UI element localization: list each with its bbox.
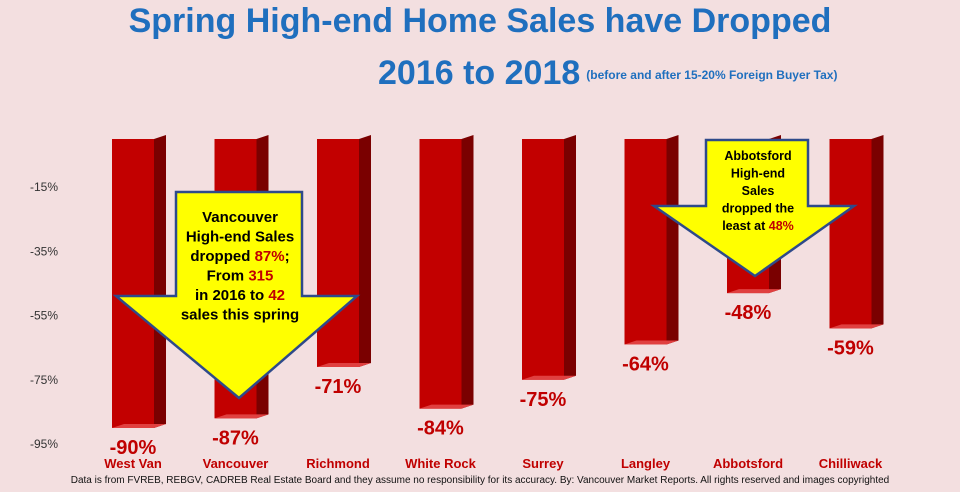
callout-text-line: Sales <box>742 184 775 198</box>
bar-bottom <box>829 324 884 329</box>
y-tick-label: -75% <box>30 373 58 387</box>
data-label: -75% <box>520 389 567 411</box>
bar-side <box>666 135 679 345</box>
bar <box>522 135 576 380</box>
callout-abbotsford: Abbotsford High-end Sales dropped the least … <box>650 138 858 278</box>
bar-front <box>829 139 872 329</box>
callout-arrow <box>650 138 858 278</box>
y-tick-label: -35% <box>30 244 58 258</box>
callout-arrow <box>112 190 361 400</box>
category-label: Vancouver <box>203 456 269 471</box>
callout-text-line: From 315 <box>207 268 274 285</box>
bar-bottom <box>727 289 781 294</box>
bar-side <box>871 135 884 329</box>
bar-side <box>461 135 474 409</box>
category-label: Surrey <box>522 456 564 471</box>
subtitle-years: 2016 to 2018 <box>378 54 581 92</box>
callout-vancouver: Vancouver High-end Sales dropped 87%; From … <box>112 190 361 400</box>
bar-bottom <box>522 375 576 380</box>
data-label: -48% <box>725 302 772 324</box>
callout-text-line: Vancouver <box>202 209 278 226</box>
footer-credit: Data is from FVREB, REBGV, CADREB Real E… <box>70 475 890 486</box>
data-label: -84% <box>417 418 464 440</box>
callout-text-line: sales this spring <box>181 307 299 324</box>
y-tick-label: -55% <box>30 309 58 323</box>
bar-bottom <box>112 423 166 428</box>
bar-front <box>624 139 667 345</box>
bar-front <box>419 139 462 409</box>
callout-text-line: least at 48% <box>722 219 794 233</box>
bar <box>419 135 474 409</box>
bar-bottom <box>624 340 679 345</box>
bar <box>112 135 166 428</box>
category-label: White Rock <box>405 456 477 471</box>
bar-bottom <box>419 404 474 409</box>
bar-front <box>112 139 154 428</box>
category-label: Chilliwack <box>819 456 883 471</box>
y-tick-label: -15% <box>30 180 58 194</box>
callout-text-line: in 2016 to 42 <box>195 287 285 304</box>
callout-text-line: dropped 87%; <box>190 248 289 265</box>
data-label: -59% <box>827 337 874 359</box>
chart-title: Spring High-end Home Sales have Dropped <box>128 2 832 40</box>
bar-bottom <box>214 414 269 419</box>
data-label: -90% <box>110 437 157 459</box>
bar <box>317 135 371 367</box>
bar-side <box>154 135 166 428</box>
bar <box>624 135 679 345</box>
bar-front <box>522 139 564 380</box>
y-tick-label: -95% <box>30 437 58 451</box>
callout-text-line: dropped the <box>722 202 794 216</box>
category-label: Richmond <box>306 456 370 471</box>
bar <box>829 135 884 329</box>
callout-text-line: High-end Sales <box>186 229 294 246</box>
bar-side <box>359 135 371 367</box>
bar-side <box>564 135 576 380</box>
data-label: -87% <box>212 427 259 449</box>
category-label: Langley <box>621 456 671 471</box>
category-label: Abbotsford <box>713 456 783 471</box>
callout-text-line: Abbotsford <box>724 149 791 163</box>
chart-subtitle: 2016 to 2018 (before and after 15-20% For… <box>378 54 837 93</box>
bar-front <box>317 139 359 367</box>
category-label: West Van <box>104 456 162 471</box>
data-label: -71% <box>315 376 362 398</box>
data-label: -64% <box>622 353 669 375</box>
bar-bottom <box>317 362 371 367</box>
subtitle-note: (before and after 15-20% Foreign Buyer T… <box>586 68 838 83</box>
callout-text-line: High-end <box>731 167 785 181</box>
